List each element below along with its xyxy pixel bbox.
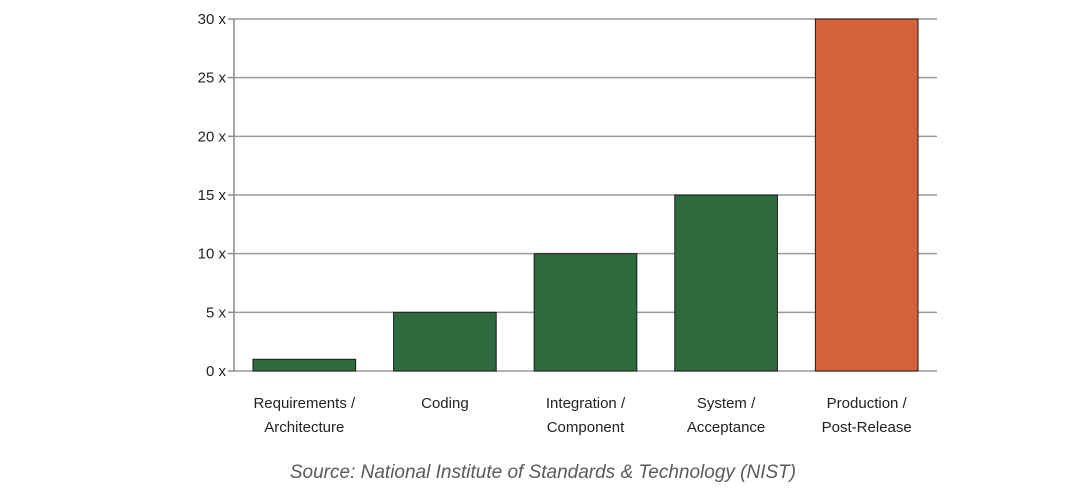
y-tick-label: 25 x [198, 70, 227, 87]
y-tick-label: 10 x [198, 246, 227, 263]
x-tick-label: Integration / Component [546, 395, 626, 436]
y-tick-label: 0 x [206, 363, 227, 380]
bar [533, 253, 638, 372]
y-tick-label: 20 x [198, 128, 227, 145]
y-tick-label: 5 x [206, 304, 227, 321]
x-tick-label: Production / Post-Release [822, 395, 912, 436]
x-tick-label: Requirements / Architecture [253, 395, 356, 436]
x-axis-labels: Requirements / Architecture Coding Integrat… [253, 395, 911, 436]
y-axis-ticks: 0 x 5 x 10 x 15 x 20 x 25 x 30 x [198, 11, 227, 380]
bars [252, 18, 919, 372]
bar [252, 358, 357, 372]
x-tick-label: System / Acceptance [687, 395, 765, 436]
y-tick-label: 15 x [198, 187, 227, 204]
y-tick-label: 30 x [198, 11, 227, 28]
bar [674, 194, 778, 372]
bar [393, 311, 497, 372]
source-caption: Source: National Institute of Standards … [289, 462, 797, 483]
bar-chart: 0 x 5 x 10 x 15 x 20 x 25 x 30 x Requirements … [198, 11, 937, 436]
bar [814, 18, 919, 372]
x-tick-label: Coding [421, 395, 469, 412]
